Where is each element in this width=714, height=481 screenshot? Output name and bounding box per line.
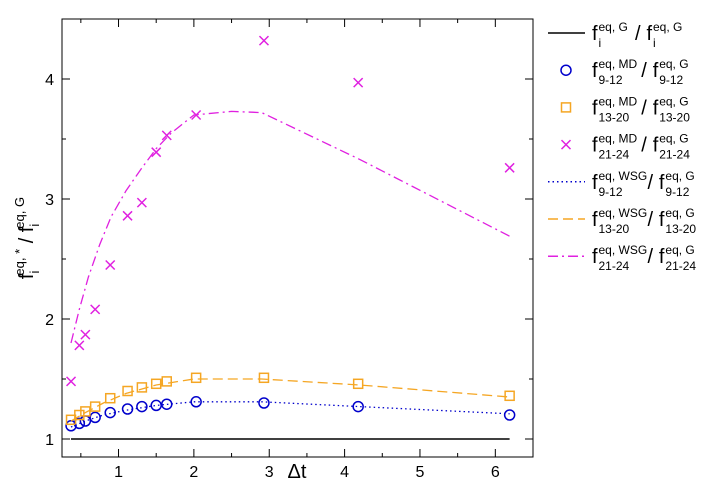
data-point-1-4 xyxy=(104,406,116,419)
x-tick-label: 3 xyxy=(265,464,274,481)
data-point-2-9 xyxy=(190,372,202,384)
plot-series xyxy=(65,35,516,440)
data-point-1-2 xyxy=(79,415,92,427)
data-point-3-11 xyxy=(353,77,364,88)
series-line-5 xyxy=(70,378,510,422)
x-tick-label: 4 xyxy=(340,464,349,481)
legend-item-1: feq, MD 9-12 / feq, G 9-12 xyxy=(560,57,689,87)
data-point-3-10 xyxy=(258,35,269,46)
plot-frame xyxy=(61,18,534,458)
data-point-3-2 xyxy=(80,329,91,340)
y-tick-label: 3 xyxy=(45,192,54,209)
legend-item-2: feq, MD 13-20 / feq, G 13-20 xyxy=(560,94,690,124)
data-point-1-7 xyxy=(150,399,162,412)
data-point-3-1 xyxy=(74,340,85,351)
data-point-2-3 xyxy=(89,401,101,412)
data-point-3-5 xyxy=(122,210,133,221)
data-point-2-7 xyxy=(150,378,162,390)
data-point-1-6 xyxy=(136,400,148,413)
data-point-3-7 xyxy=(151,147,162,158)
data-point-2-5 xyxy=(122,385,133,397)
y-axis-label: fieq, * / fieq, G xyxy=(12,197,42,279)
x-tick-label: 6 xyxy=(491,464,500,481)
y-tick-label: 2 xyxy=(45,312,54,329)
data-point-1-12 xyxy=(503,409,516,421)
legend-item-4: feq, WSG 9-12 / feq, G 9-12 xyxy=(548,169,695,199)
series-line-6 xyxy=(70,110,510,344)
legend-label: feq, WSG 13-20 / feq, G 13-20 xyxy=(592,206,696,236)
data-point-2-1 xyxy=(74,409,85,421)
legend-item-5: feq, WSG 13-20 / feq, G 13-20 xyxy=(548,206,696,236)
legend-label: feq, WSG 21-24 / feq, G 21-24 xyxy=(592,243,696,273)
data-point-3-8 xyxy=(161,130,172,141)
legend-label: feq, MD 9-12 / feq, G 9-12 xyxy=(592,57,689,87)
y-tick-label: 4 xyxy=(45,72,54,89)
data-point-1-1 xyxy=(73,417,86,430)
data-point-3-4 xyxy=(105,259,116,271)
legend-item-3: feq, MD 21-24 / feq, G 21-24 xyxy=(560,132,690,162)
data-point-1-9 xyxy=(190,396,202,408)
x-axis-label: Δt xyxy=(288,461,307,481)
data-point-2-8 xyxy=(161,376,173,387)
data-point-2-10 xyxy=(258,372,270,384)
legend-label: feq, MD 21-24 / feq, G 21-24 xyxy=(592,132,690,162)
data-point-2-11 xyxy=(352,378,364,390)
data-point-3-0 xyxy=(66,376,77,387)
y-axis-label-text: fieq, * / fieq, G xyxy=(12,197,42,279)
data-point-1-3 xyxy=(89,411,101,424)
data-point-1-5 xyxy=(121,403,134,415)
data-point-3-12 xyxy=(504,162,515,173)
legend-label: feq, WSG 9-12 / feq, G 9-12 xyxy=(592,169,695,199)
x-tick-label: 2 xyxy=(189,464,198,481)
x-tick-label: 5 xyxy=(416,464,425,481)
legend-swatch xyxy=(560,64,572,76)
data-point-2-6 xyxy=(136,382,148,393)
data-point-2-12 xyxy=(504,390,515,402)
legend-label: feq, MD 13-20 / feq, G 13-20 xyxy=(592,94,690,124)
legend-swatch xyxy=(560,139,572,150)
legend-item-6: feq, WSG 21-24 / feq, G 21-24 xyxy=(548,243,696,273)
legend-swatch xyxy=(560,102,572,113)
y-tick-label: 1 xyxy=(45,432,54,449)
data-point-2-2 xyxy=(80,406,91,417)
axis-ticks: 1 2 3 4 5 6 1 2 3 4 xyxy=(45,18,534,481)
x-tick-label: 1 xyxy=(114,464,123,481)
data-point-1-11 xyxy=(352,400,364,413)
data-point-3-3 xyxy=(90,304,101,315)
data-point-3-6 xyxy=(136,197,147,208)
data-point-1-10 xyxy=(258,397,270,409)
